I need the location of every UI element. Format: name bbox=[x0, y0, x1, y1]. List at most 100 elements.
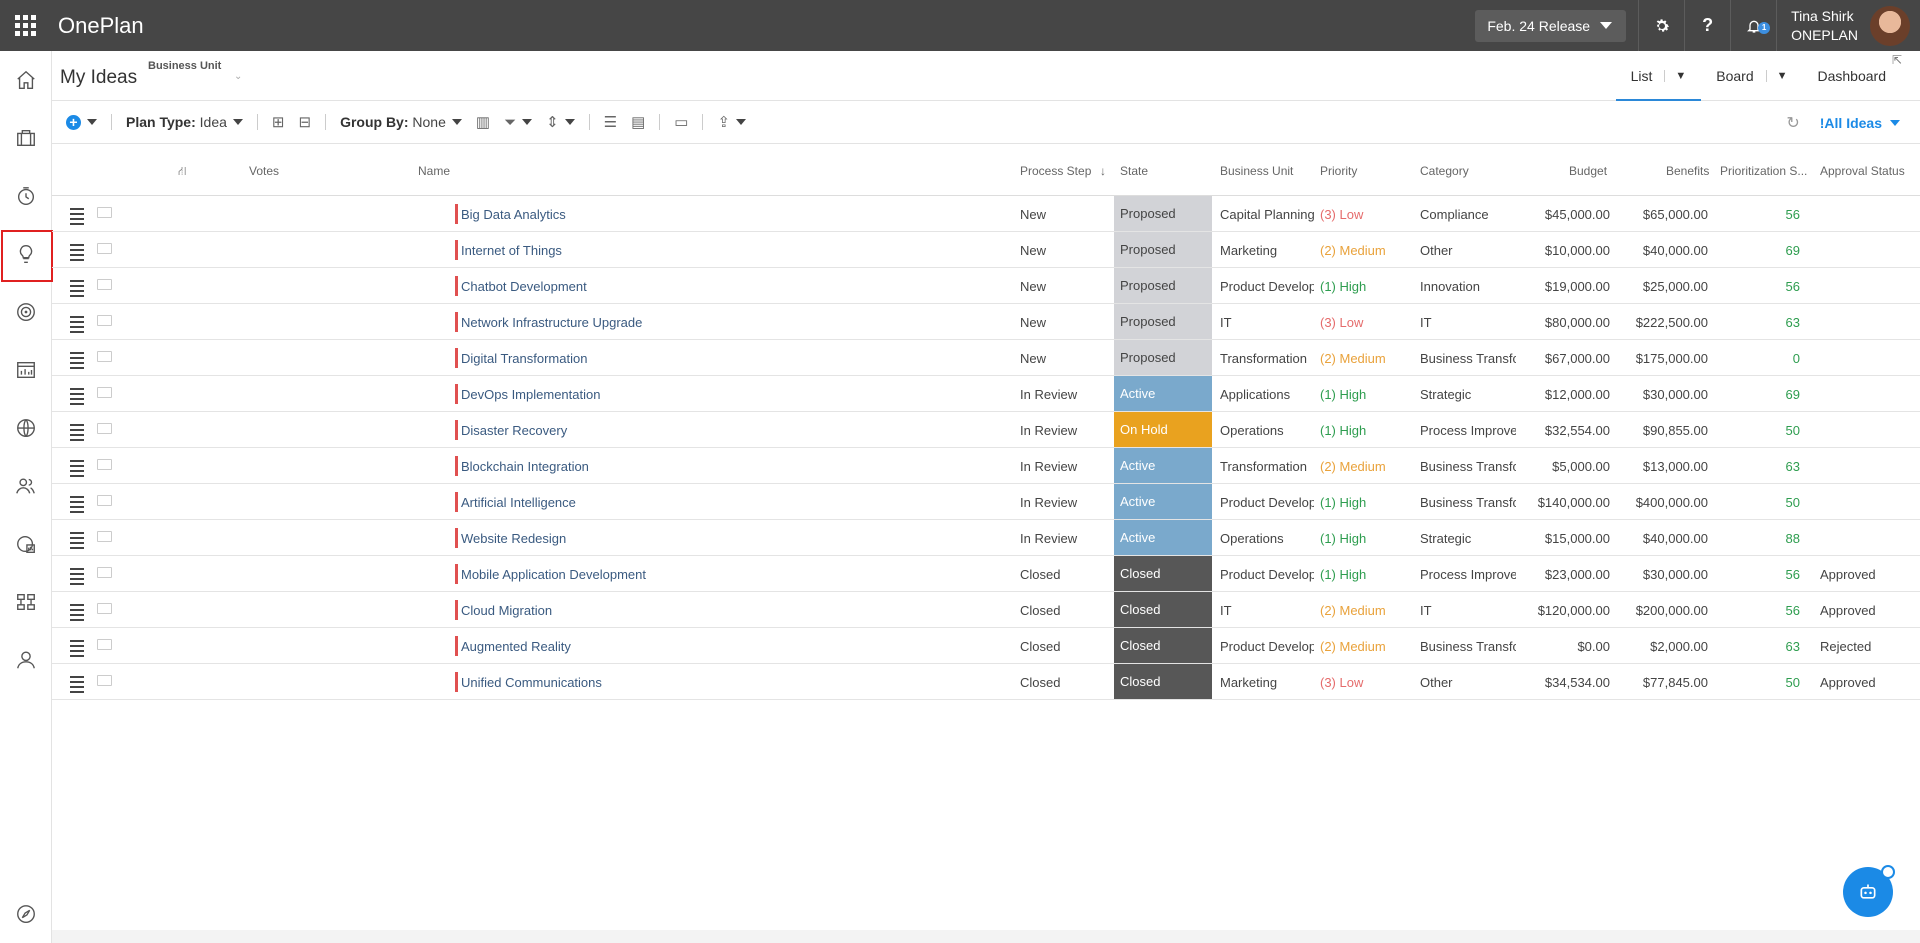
idea-name-link[interactable]: Blockchain Integration bbox=[461, 459, 589, 474]
table-row[interactable]: DevOps Implementation In Review Active Appl… bbox=[52, 376, 1920, 412]
list-view-button[interactable]: ☰ bbox=[604, 113, 617, 131]
assistant-button[interactable] bbox=[1843, 865, 1895, 917]
idea-name-link[interactable]: Disaster Recovery bbox=[461, 423, 568, 438]
comment-icon[interactable] bbox=[97, 675, 112, 686]
gantt-view-button[interactable]: ▤ bbox=[631, 113, 645, 131]
nav-home[interactable] bbox=[0, 51, 52, 109]
tab-dashboard[interactable]: Dashboard bbox=[1803, 51, 1920, 101]
avatar[interactable] bbox=[1870, 5, 1910, 46]
col-business-unit[interactable]: Business Unit bbox=[1220, 164, 1294, 178]
col-approval-status[interactable]: Approval Status bbox=[1820, 164, 1905, 178]
idea-name-link[interactable]: Big Data Analytics bbox=[461, 207, 566, 222]
idea-name-link[interactable]: Cloud Migration bbox=[461, 603, 553, 618]
col-votes[interactable]: Votes bbox=[249, 164, 280, 178]
row-menu-icon[interactable] bbox=[70, 568, 84, 588]
nav-portfolio[interactable] bbox=[0, 109, 52, 167]
col-budget[interactable]: Budget bbox=[1569, 164, 1608, 178]
comment-icon[interactable] bbox=[97, 315, 112, 326]
nav-profile[interactable] bbox=[0, 631, 52, 689]
row-menu-icon[interactable] bbox=[70, 388, 84, 408]
idea-name-link[interactable]: Network Infrastructure Upgrade bbox=[461, 315, 643, 330]
export-button[interactable]: ⇪ bbox=[717, 113, 747, 131]
idea-name-link[interactable]: Digital Transformation bbox=[461, 351, 588, 366]
col-state[interactable]: State bbox=[1120, 164, 1149, 178]
nav-hierarchy[interactable] bbox=[0, 573, 52, 631]
comment-icon[interactable] bbox=[97, 279, 112, 290]
comment-icon[interactable] bbox=[97, 639, 112, 650]
col-benefits[interactable]: Benefits bbox=[1666, 164, 1710, 178]
table-row[interactable]: Mobile Application Development Closed Clos… bbox=[52, 556, 1920, 592]
settings-button[interactable] bbox=[1638, 0, 1684, 51]
nav-ideas[interactable] bbox=[0, 225, 53, 283]
col-priority[interactable]: Priority bbox=[1320, 164, 1358, 178]
chevron-down-icon[interactable]: ▼ bbox=[1765, 70, 1788, 82]
row-menu-icon[interactable] bbox=[70, 424, 84, 444]
business-unit-filter[interactable]: Business Unit bbox=[148, 60, 222, 72]
comment-icon[interactable] bbox=[97, 495, 112, 506]
table-row[interactable]: Big Data Analytics New Proposed Capital Pla… bbox=[52, 196, 1920, 232]
columns-button[interactable]: ▥ bbox=[476, 113, 490, 131]
col-prioritization-score[interactable]: Prioritization S... bbox=[1720, 164, 1808, 178]
row-menu-icon[interactable] bbox=[70, 244, 84, 264]
nav-goals[interactable] bbox=[0, 283, 52, 341]
idea-name-link[interactable]: Unified Communications bbox=[461, 675, 602, 690]
row-menu-icon[interactable] bbox=[70, 280, 84, 300]
row-height-button[interactable]: ⇕ bbox=[546, 113, 575, 131]
row-menu-icon[interactable] bbox=[70, 532, 84, 552]
collapse-all-button[interactable]: ⊟ bbox=[298, 113, 311, 131]
sort-desc-icon[interactable]: ↓ bbox=[1100, 164, 1106, 178]
table-row[interactable]: Cloud Migration Closed Closed IT (2) Medium I… bbox=[52, 592, 1920, 628]
comments-button[interactable]: ▭ bbox=[674, 113, 688, 131]
comment-icon[interactable] bbox=[97, 207, 112, 218]
table-row[interactable]: Chatbot Development New Proposed Product De… bbox=[52, 268, 1920, 304]
idea-name-link[interactable]: DevOps Implementation bbox=[461, 387, 601, 402]
nav-global[interactable] bbox=[0, 399, 52, 457]
table-row[interactable]: Digital Transformation New Proposed Transfo… bbox=[52, 340, 1920, 376]
popout-icon[interactable]: ⇱ bbox=[1891, 53, 1902, 67]
col-process-step[interactable]: Process Step bbox=[1020, 164, 1092, 178]
chevron-down-icon[interactable]: ▼ bbox=[1664, 70, 1686, 82]
row-menu-icon[interactable] bbox=[70, 676, 84, 696]
row-menu-icon[interactable] bbox=[70, 640, 84, 660]
table-row[interactable]: Unified Communications Closed Closed Market… bbox=[52, 664, 1920, 700]
table-row[interactable]: Augmented Reality Closed Closed Product Dev… bbox=[52, 628, 1920, 664]
comment-icon[interactable] bbox=[97, 531, 112, 542]
add-button[interactable]: + bbox=[66, 114, 97, 130]
help-button[interactable]: ? bbox=[1684, 0, 1730, 51]
tab-board[interactable]: Board ▼ bbox=[1701, 51, 1802, 101]
nav-reports[interactable] bbox=[0, 341, 52, 399]
notifications-button[interactable]: 1 bbox=[1730, 0, 1776, 51]
view-selector[interactable]: !All Ideas bbox=[1820, 115, 1900, 131]
row-menu-icon[interactable] bbox=[70, 352, 84, 372]
table-row[interactable]: Blockchain Integration In Review Active Tra… bbox=[52, 448, 1920, 484]
comment-icon[interactable] bbox=[97, 567, 112, 578]
idea-name-link[interactable]: Chatbot Development bbox=[461, 279, 587, 294]
expand-all-button[interactable]: ⊞ bbox=[272, 113, 285, 131]
row-menu-icon[interactable] bbox=[70, 316, 84, 336]
table-row[interactable]: Website Redesign In Review Active Operation… bbox=[52, 520, 1920, 556]
col-category[interactable]: Category bbox=[1420, 164, 1469, 178]
hierarchy-icon[interactable]: ⛙ bbox=[178, 164, 187, 178]
table-row[interactable]: Internet of Things New Proposed Marketing (2… bbox=[52, 232, 1920, 268]
filter-button[interactable]: ⏷ bbox=[504, 114, 533, 131]
comment-icon[interactable] bbox=[97, 351, 112, 362]
horizontal-scrollbar[interactable] bbox=[52, 930, 1920, 943]
table-row[interactable]: Artificial Intelligence In Review Active Pr… bbox=[52, 484, 1920, 520]
row-menu-icon[interactable] bbox=[70, 208, 84, 228]
idea-name-link[interactable]: Internet of Things bbox=[461, 243, 562, 258]
chevron-down-icon[interactable]: ⌄ bbox=[234, 71, 243, 82]
user-menu[interactable]: Tina Shirk ONEPLAN bbox=[1776, 0, 1920, 51]
group-by-dropdown[interactable]: Group By: None bbox=[340, 114, 462, 130]
row-menu-icon[interactable] bbox=[70, 496, 84, 516]
idea-name-link[interactable]: Artificial Intelligence bbox=[461, 495, 576, 510]
tab-list[interactable]: List ▼ bbox=[1615, 51, 1702, 101]
comment-icon[interactable] bbox=[97, 387, 112, 398]
app-launcher-icon[interactable] bbox=[0, 0, 50, 51]
nav-timesheet[interactable] bbox=[0, 167, 52, 225]
idea-name-link[interactable]: Mobile Application Development bbox=[461, 567, 646, 582]
col-name[interactable]: Name bbox=[418, 164, 451, 178]
nav-compass[interactable] bbox=[0, 885, 52, 943]
nav-financials[interactable] bbox=[0, 515, 52, 573]
plan-type-dropdown[interactable]: Plan Type: Idea bbox=[126, 114, 243, 130]
table-row[interactable]: Disaster Recovery In Review On Hold Operati… bbox=[52, 412, 1920, 448]
